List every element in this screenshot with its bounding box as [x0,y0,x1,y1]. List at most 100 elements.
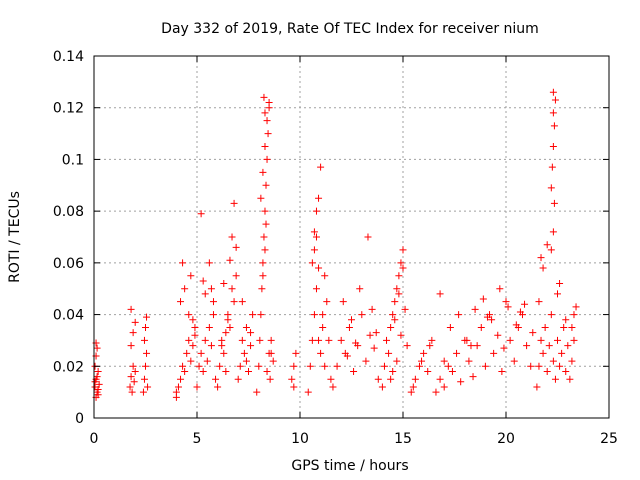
data-point [193,383,201,391]
data-point [177,298,185,306]
data-point [230,298,238,306]
data-point [399,246,407,254]
data-point [259,259,267,267]
data-point [566,375,574,383]
data-point [568,357,576,365]
data-point [187,272,195,280]
data-point [142,362,149,370]
data-point [473,342,481,350]
data-point [212,375,220,383]
data-point [393,285,401,293]
data-point [308,259,316,267]
data-point [391,298,399,306]
data-point [195,362,203,370]
data-point [570,336,578,344]
y-tick-label: 0.04 [53,308,84,324]
data-point [292,349,300,357]
data-point [209,298,217,306]
data-point [265,349,273,357]
data-point [256,336,264,344]
data-point [463,336,471,344]
data-point [337,336,345,344]
x-tick-labels: 0 5 10 15 20 25 [90,431,618,447]
data-point [548,163,556,171]
data-point [490,349,498,357]
data-point [345,324,353,331]
data-point [258,285,266,293]
data-point [261,143,269,150]
data-point [203,357,211,365]
data-point [504,303,512,311]
data-point [201,290,209,298]
data-point [242,324,250,331]
data-point [310,311,318,319]
data-point [479,295,487,303]
data-point [457,378,465,386]
data-point [189,342,197,350]
data-point [469,373,477,381]
data-point [558,349,566,357]
y-tick-labels: 0 0.02 0.04 0.06 0.08 0.1 0.12 0.14 [53,49,84,427]
data-point [95,380,103,388]
data-point [245,367,252,375]
data-point [358,311,366,319]
data-point [261,246,269,254]
y-tick-label: 0 [75,411,84,427]
data-point [537,336,545,344]
data-point [262,220,270,228]
data-point [523,342,531,350]
data-point [224,316,232,324]
data-point [214,383,222,391]
data-point [521,300,529,308]
data-point [264,130,272,138]
data-point [144,383,152,391]
data-point [240,349,248,357]
x-tick-label: 20 [497,431,515,447]
data-point [226,324,234,331]
data-point [389,311,397,319]
data-point [130,378,138,386]
data-point [218,342,226,350]
data-point [418,357,426,365]
data-point [323,298,331,306]
data-point [550,199,558,207]
data-point [249,311,257,319]
data-point [310,228,318,236]
data-point [343,352,351,360]
data-point [127,373,135,381]
data-point [259,272,267,280]
data-point [554,336,561,344]
data-point [465,357,473,365]
data-point [488,316,496,324]
data-point [312,285,320,293]
x-tick-label: 15 [394,431,412,447]
data-point [420,349,428,357]
data-point [510,357,518,365]
data-point [197,349,205,357]
data-point [263,367,271,375]
data-point [399,264,407,272]
data-point [317,349,325,357]
data-point [506,336,514,344]
data-point [220,349,228,357]
data-point [424,367,432,375]
data-point [238,336,246,344]
data-point [446,324,454,331]
data-point [140,375,148,383]
data-point [199,277,207,285]
data-point [539,349,547,357]
data-point [440,383,448,391]
data-point [496,285,504,293]
data-point [262,181,270,189]
data-point [397,259,405,267]
data-point [260,93,268,101]
data-point [207,285,215,293]
axis-ticks [93,55,610,419]
data-point [172,393,180,401]
data-point [391,316,399,324]
data-point [483,313,491,321]
data-point [366,331,374,339]
data-point [306,362,314,370]
data-point [397,331,405,339]
